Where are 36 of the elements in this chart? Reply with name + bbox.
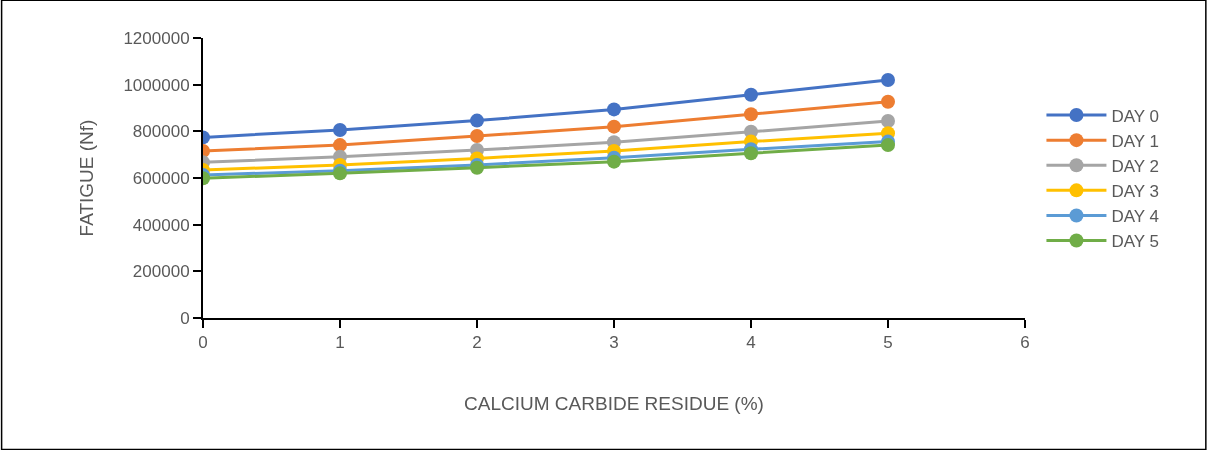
point bbox=[881, 138, 895, 153]
point bbox=[744, 87, 758, 102]
x-tick-label: 6 bbox=[1020, 333, 1030, 353]
y-tick-label: 1200000 bbox=[123, 28, 190, 48]
legend-label: DAY 5 bbox=[1111, 232, 1160, 252]
y-tick-label: 200000 bbox=[132, 262, 190, 282]
point bbox=[607, 154, 621, 169]
y-tick-label: 600000 bbox=[132, 168, 190, 188]
x-tick-label: 1 bbox=[335, 333, 345, 353]
y-axis-title: FATIGUE (Nf) bbox=[75, 119, 97, 237]
y-tick-label: 1000000 bbox=[123, 75, 190, 95]
legend-label: DAY 0 bbox=[1111, 106, 1160, 126]
point bbox=[470, 113, 484, 128]
legend-label: DAY 1 bbox=[1111, 131, 1160, 151]
point bbox=[744, 146, 758, 161]
point bbox=[881, 73, 895, 87]
point bbox=[607, 102, 621, 117]
point bbox=[333, 138, 347, 153]
point bbox=[744, 107, 758, 122]
y-tick-label: 800000 bbox=[132, 122, 190, 142]
legend-label: DAY 2 bbox=[1111, 156, 1160, 176]
point bbox=[607, 119, 621, 134]
x-tick-label: 4 bbox=[746, 333, 756, 353]
point bbox=[470, 129, 484, 143]
point bbox=[881, 114, 895, 129]
x-axis-title: CALCIUM CARBIDE RESIDUE (%) bbox=[464, 392, 764, 414]
x-tick-label: 3 bbox=[609, 333, 619, 353]
point bbox=[333, 122, 347, 137]
point bbox=[881, 94, 895, 109]
legend-label: DAY 3 bbox=[1111, 181, 1160, 201]
y-tick-label: 0 bbox=[180, 308, 190, 328]
x-tick-label: 2 bbox=[472, 333, 482, 353]
legend-label: DAY 4 bbox=[1111, 207, 1160, 227]
x-tick-label: 5 bbox=[883, 333, 893, 353]
x-tick-label: 0 bbox=[198, 333, 208, 353]
y-tick-label: 400000 bbox=[132, 215, 190, 235]
